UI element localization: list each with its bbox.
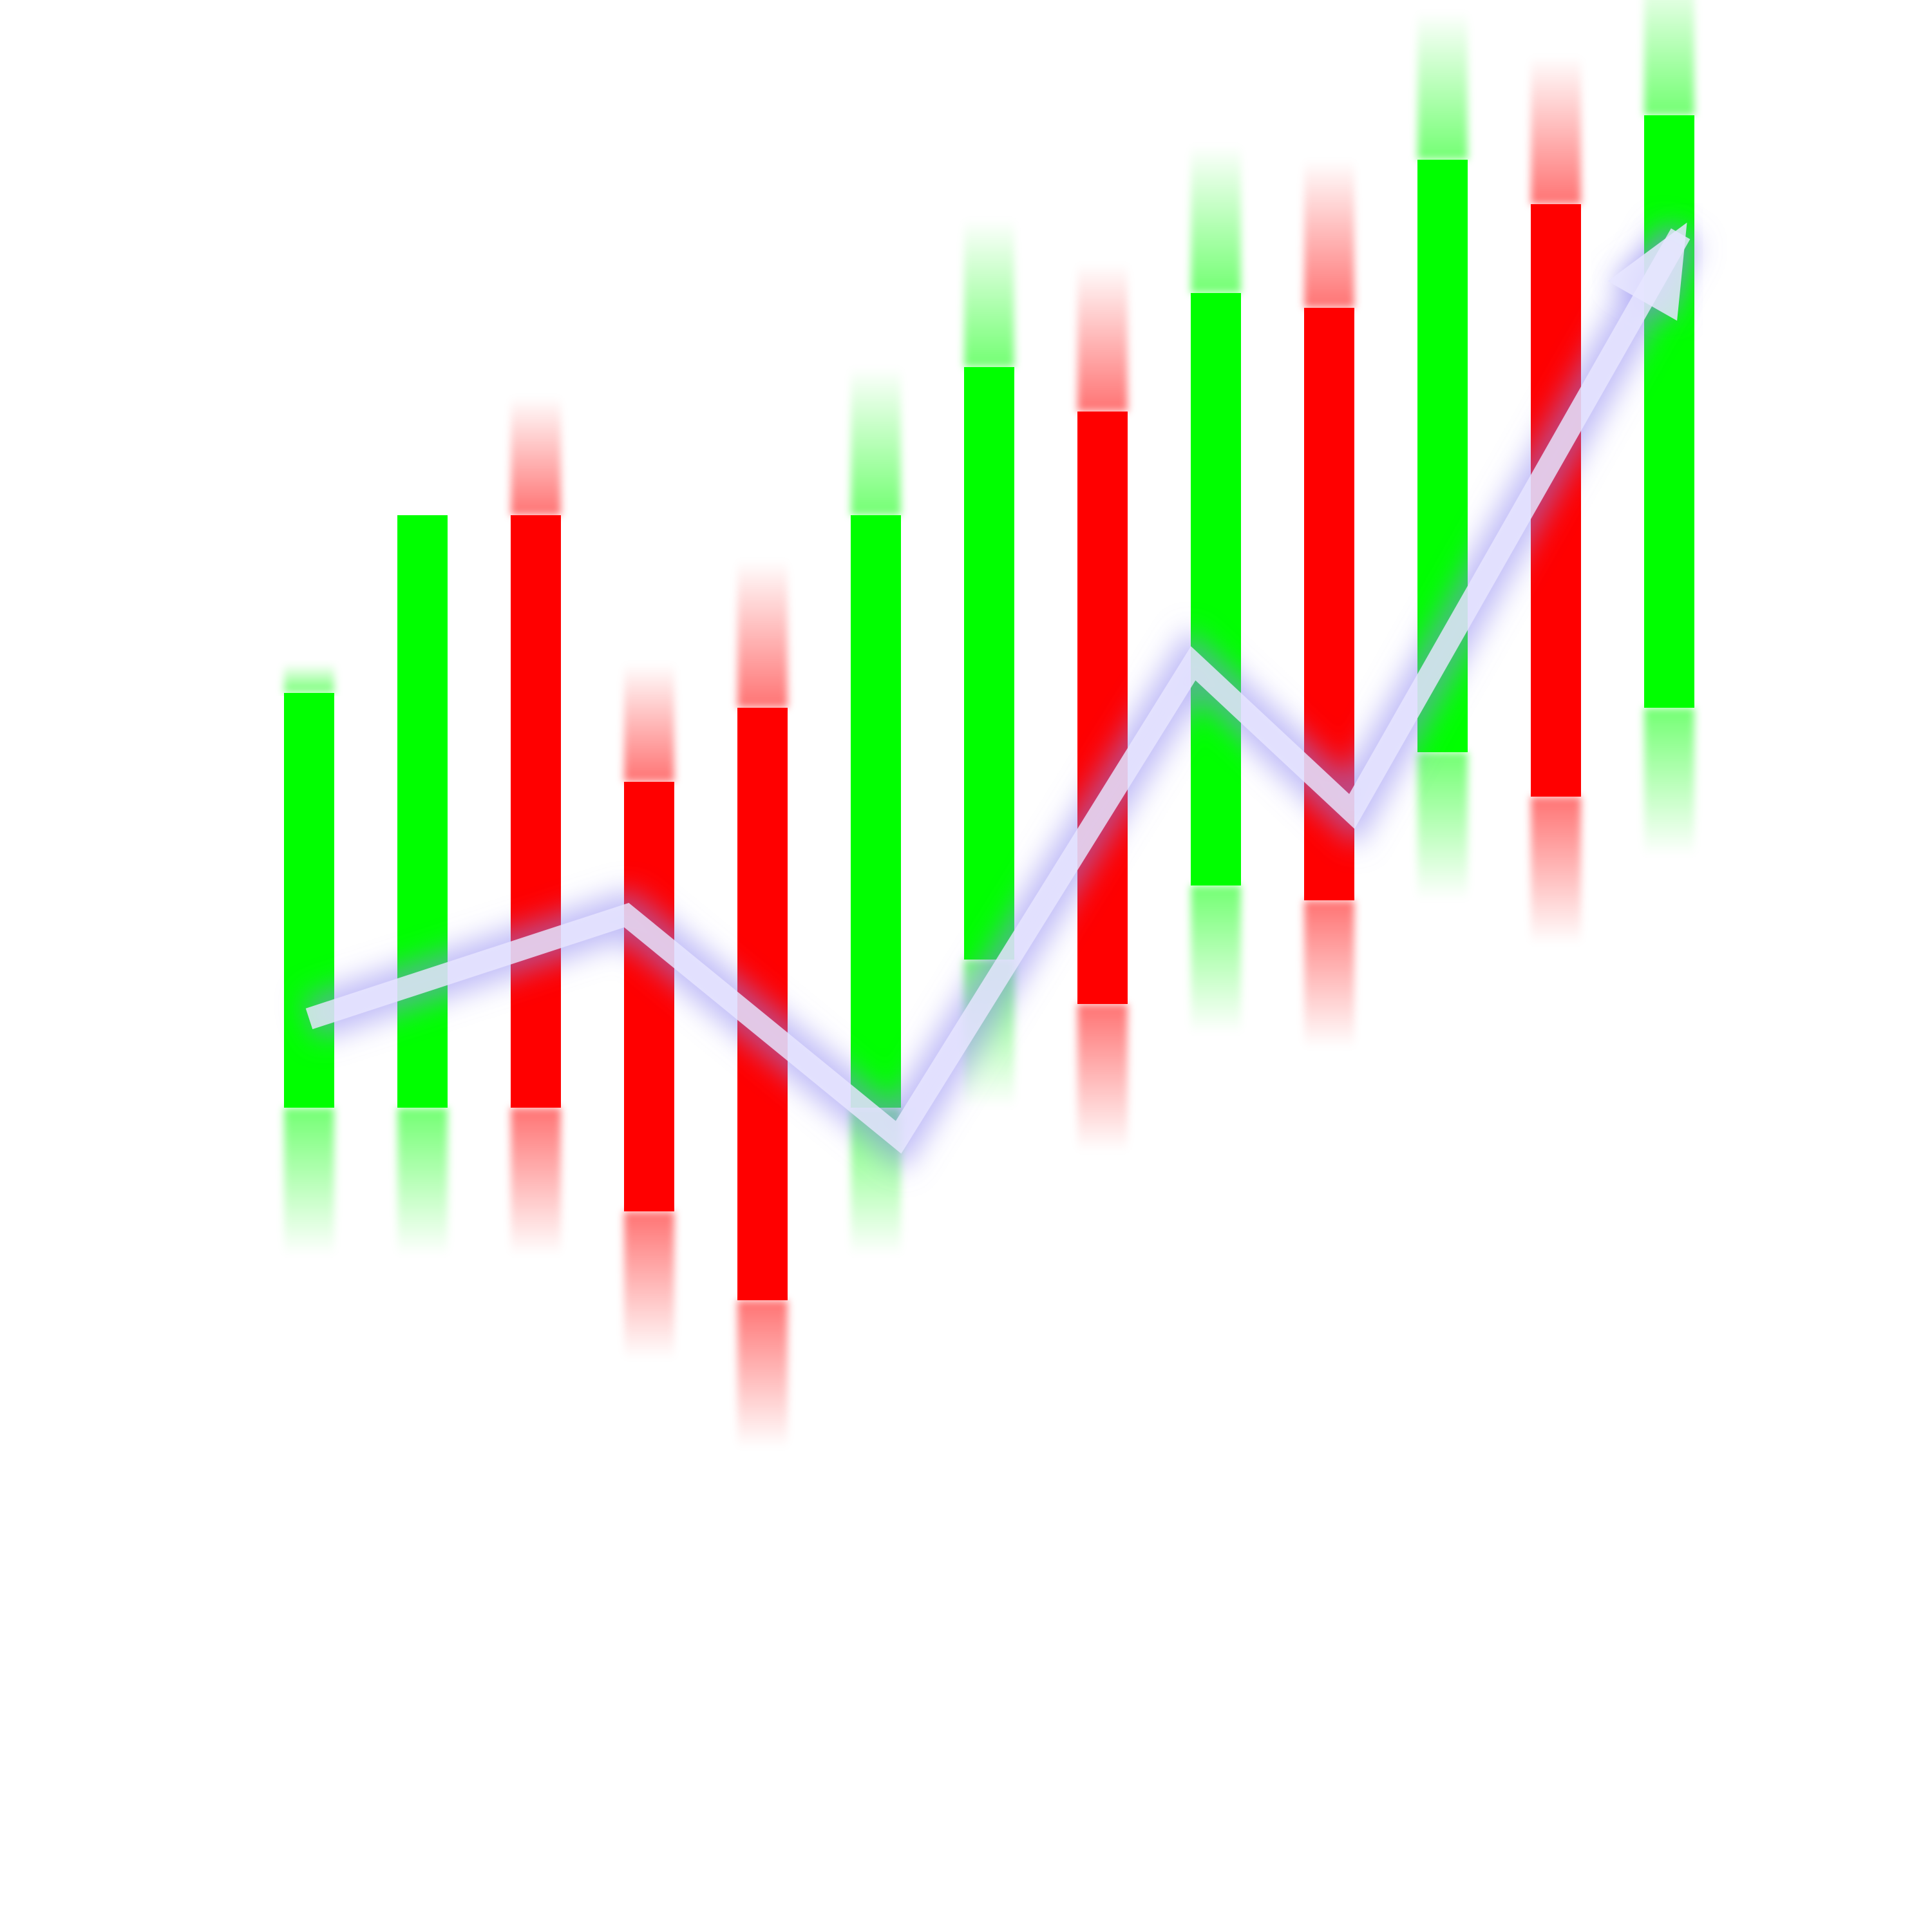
candle-upper-wick: [851, 367, 901, 515]
candle-body: [397, 515, 448, 1108]
candles-layer: [284, 0, 1694, 1448]
candle-body: [1077, 412, 1128, 1004]
candle-body: [624, 782, 674, 1211]
candle-upper-wick: [1191, 145, 1241, 293]
trend-arrow-head: [1607, 222, 1687, 321]
candle-body: [851, 515, 901, 1108]
candle-upper-wick: [1417, 12, 1468, 160]
candle-upper-wick: [1531, 56, 1581, 204]
candle-1: [284, 663, 334, 1256]
candle-lower-wick: [397, 1108, 448, 1256]
candle-upper-wick: [1077, 263, 1128, 412]
candle-upper-wick: [1644, 0, 1694, 115]
candle-3: [511, 397, 561, 1256]
candle-upper-wick: [284, 663, 334, 693]
candle-body: [964, 367, 1014, 960]
candle-8: [1077, 263, 1128, 1152]
candle-upper-wick: [511, 397, 561, 515]
trend-arrow: [302, 222, 1701, 1171]
candle-13: [1644, 0, 1694, 856]
candle-9: [1191, 145, 1241, 1034]
candle-body: [284, 693, 334, 1108]
candle-lower-wick: [1304, 900, 1354, 1048]
candle-lower-wick: [1644, 708, 1694, 856]
candle-11: [1417, 12, 1468, 900]
candle-10: [1304, 160, 1354, 1048]
candle-body: [1191, 293, 1241, 886]
candle-upper-wick: [737, 560, 788, 708]
candle-4: [624, 663, 674, 1359]
candle-6: [851, 367, 901, 1256]
candle-2: [397, 515, 448, 1256]
candle-upper-wick: [1304, 160, 1354, 308]
candle-body: [511, 515, 561, 1108]
candle-lower-wick: [1077, 1004, 1128, 1152]
candle-body: [1644, 115, 1694, 708]
candle-upper-wick: [964, 219, 1014, 367]
candle-lower-wick: [511, 1108, 561, 1256]
candle-lower-wick: [624, 1211, 674, 1359]
candle-lower-wick: [284, 1108, 334, 1256]
candle-lower-wick: [1417, 752, 1468, 900]
candle-lower-wick: [737, 1300, 788, 1448]
candle-lower-wick: [1531, 797, 1581, 945]
trend-arrow-line: [305, 228, 1690, 1154]
candle-lower-wick: [1191, 886, 1241, 1034]
candle-7: [964, 219, 1014, 1108]
candle-upper-wick: [624, 663, 674, 782]
